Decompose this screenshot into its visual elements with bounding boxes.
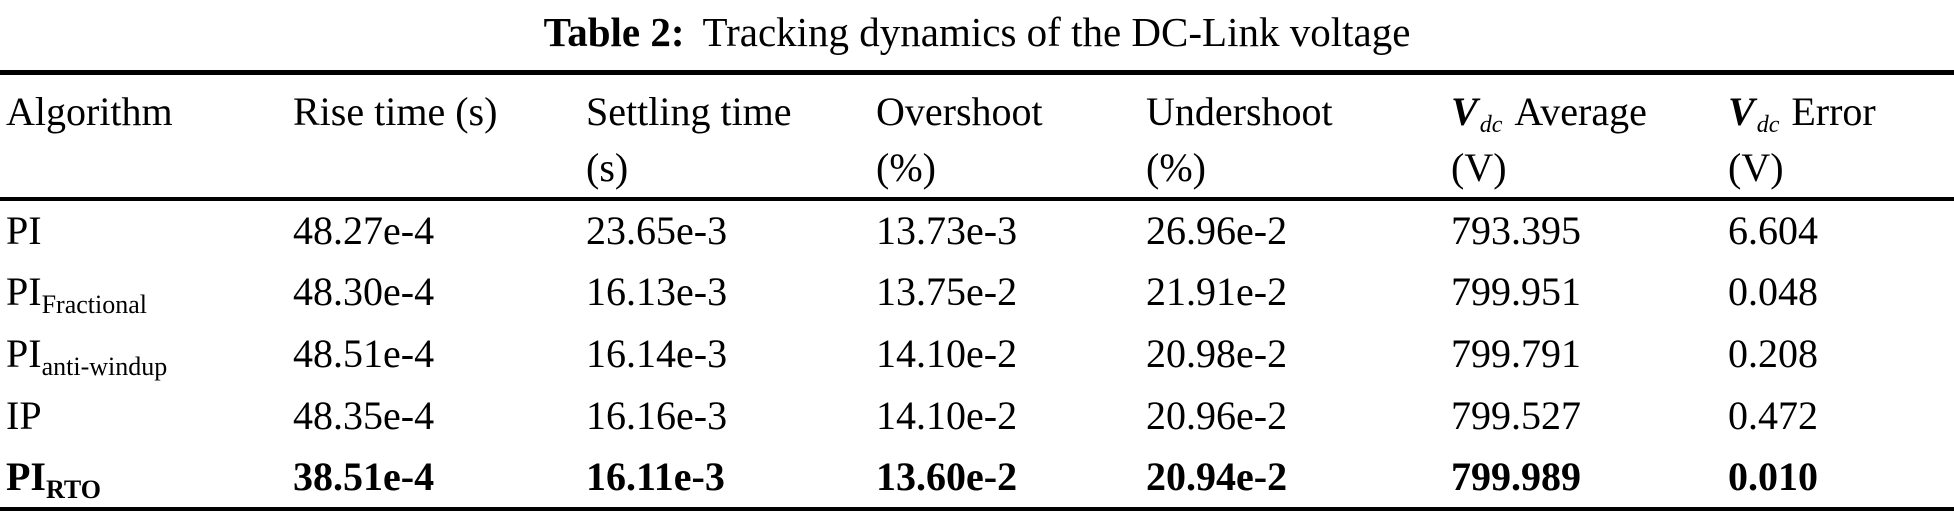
cell-vdc-error: 0.048 [1728, 269, 1818, 314]
column-header-undershoot: Undershoot (%) [1140, 72, 1445, 201]
cell-overshoot: 14.10e-2 [876, 393, 1018, 438]
cell-overshoot: 13.75e-2 [876, 269, 1018, 314]
cell-vdc-average: 799.791 [1451, 331, 1581, 376]
cell-vdc-error: 0.010 [1728, 454, 1818, 499]
cell-vdc-error: 6.604 [1728, 208, 1818, 253]
table-row-pi-anti-windup: PIanti-windup 48.51e-4 16.14e-3 14.10e-2… [0, 323, 1954, 385]
algorithm-name: IP [6, 393, 42, 438]
results-table: Algorithm Rise time (s) Settling time (s… [0, 70, 1954, 511]
vdc-symbol: V [1728, 89, 1755, 134]
cell-rise-time: 48.30e-4 [293, 269, 435, 314]
cell-rise-time: 48.27e-4 [293, 208, 435, 253]
algorithm-name: PIanti-windup [6, 331, 168, 381]
cell-rise-time: 48.51e-4 [293, 331, 435, 376]
cell-vdc-average: 799.951 [1451, 269, 1581, 314]
cell-rise-time: 38.51e-4 [293, 454, 435, 499]
algorithm-name: PI [6, 208, 42, 253]
cell-undershoot: 21.91e-2 [1146, 269, 1288, 314]
cell-settling-time: 16.16e-3 [586, 393, 728, 438]
table-row-ip: IP 48.35e-4 16.16e-3 14.10e-2 20.96e-2 7… [0, 385, 1954, 447]
cell-rise-time: 48.35e-4 [293, 393, 435, 438]
cell-overshoot: 13.60e-2 [876, 454, 1018, 499]
table-title: Table 2: Tracking dynamics of the DC-Link… [0, 0, 1954, 70]
vdc-symbol: V [1451, 89, 1478, 134]
table-body: PI 48.27e-4 23.65e-3 13.73e-3 26.96e-2 7… [0, 199, 1954, 509]
cell-settling-time: 23.65e-3 [586, 208, 728, 253]
cell-vdc-error: 0.208 [1728, 331, 1818, 376]
cell-vdc-error: 0.472 [1728, 393, 1818, 438]
table-number-label: Table 2: [543, 9, 685, 55]
algorithm-name: PIFractional [6, 269, 147, 319]
cell-overshoot: 14.10e-2 [876, 331, 1018, 376]
paper-table-figure: Table 2: Tracking dynamics of the DC-Link… [0, 0, 1954, 511]
column-header-overshoot: Overshoot (%) [870, 72, 1140, 201]
column-header-rise-time: Rise time (s) [287, 72, 580, 201]
column-header-vdc-average: Vdc Average (V) [1445, 72, 1722, 201]
table-caption: Tracking dynamics of the DC-Link voltage [702, 9, 1411, 55]
vdc-subscript: dc [1479, 112, 1503, 139]
cell-settling-time: 16.14e-3 [586, 331, 728, 376]
table-row-pi-fractional: PIFractional 48.30e-4 16.13e-3 13.75e-2 … [0, 261, 1954, 323]
table-header: Algorithm Rise time (s) Settling time (s… [0, 72, 1954, 201]
column-header-settling-time: Settling time (s) [580, 72, 870, 201]
cell-undershoot: 26.96e-2 [1146, 208, 1288, 253]
algorithm-name: PIRTO [6, 454, 101, 504]
cell-overshoot: 13.73e-3 [876, 208, 1018, 253]
table-row-pi-rto: PIRTO 38.51e-4 16.11e-3 13.60e-2 20.94e-… [0, 447, 1954, 509]
cell-settling-time: 16.13e-3 [586, 269, 728, 314]
cell-settling-time: 16.11e-3 [586, 454, 725, 499]
cell-vdc-average: 799.989 [1451, 454, 1581, 499]
column-header-algorithm: Algorithm [0, 72, 287, 201]
cell-vdc-average: 793.395 [1451, 208, 1581, 253]
cell-undershoot: 20.96e-2 [1146, 393, 1288, 438]
cell-undershoot: 20.98e-2 [1146, 331, 1288, 376]
vdc-subscript: dc [1756, 112, 1780, 139]
cell-vdc-average: 799.527 [1451, 393, 1581, 438]
header-row: Algorithm Rise time (s) Settling time (s… [0, 72, 1954, 201]
table-row-pi: PI 48.27e-4 23.65e-3 13.73e-3 26.96e-2 7… [0, 199, 1954, 261]
cell-undershoot: 20.94e-2 [1146, 454, 1288, 499]
column-header-vdc-error: Vdc Error (V) [1722, 72, 1954, 201]
